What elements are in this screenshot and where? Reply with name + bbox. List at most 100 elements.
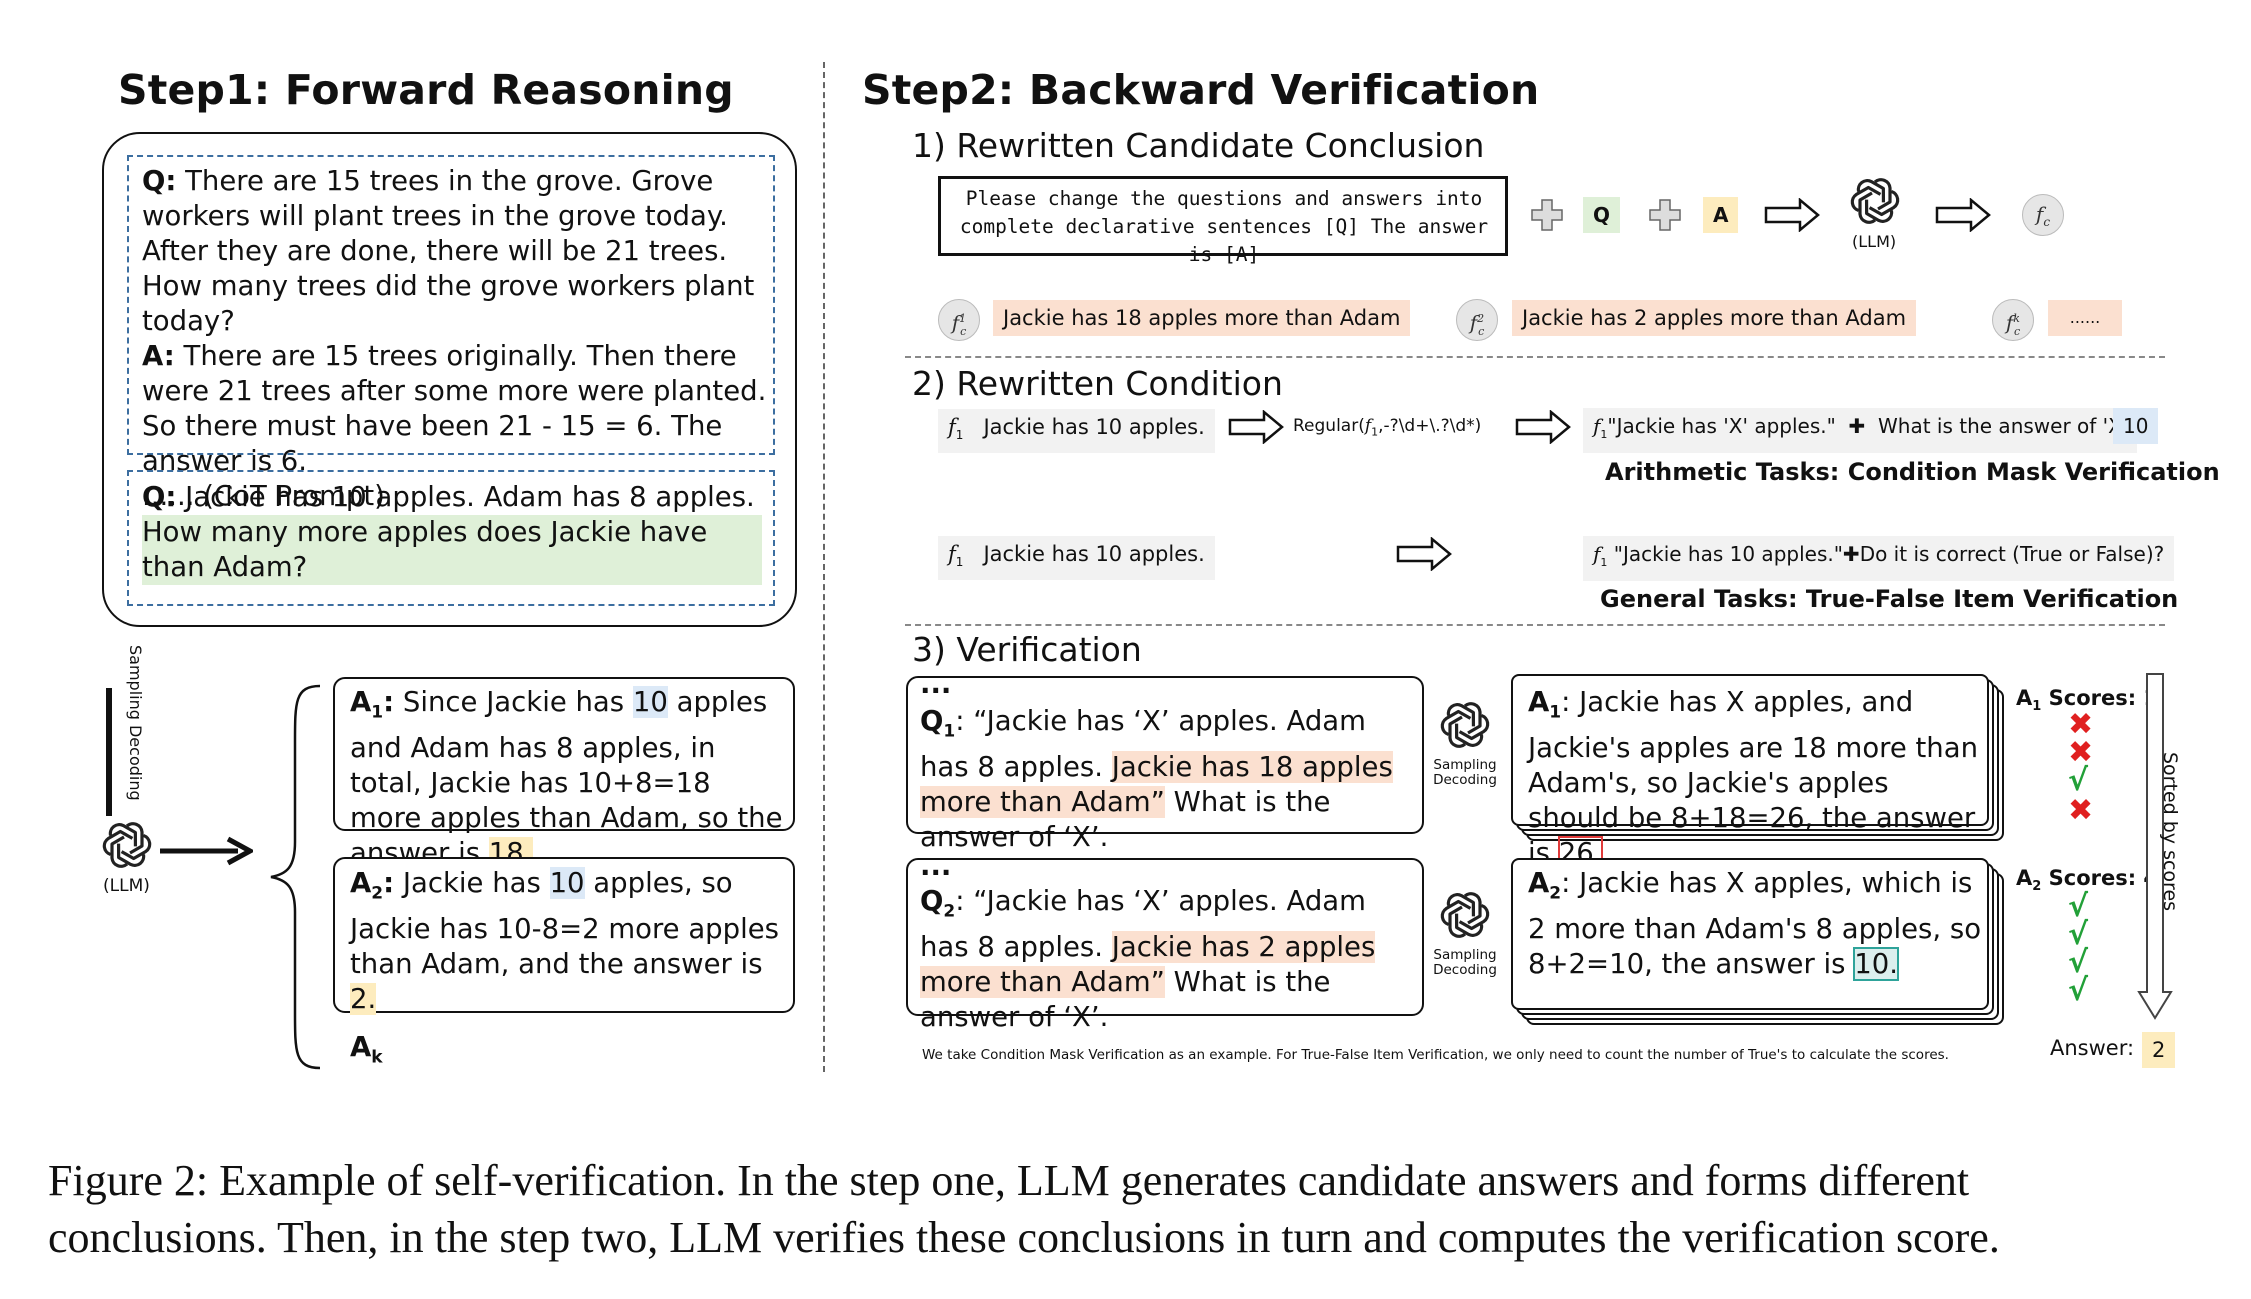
a-tag: A	[1703, 197, 1739, 233]
fck-symbol-icon: fkc	[1992, 299, 2034, 341]
step2-title: Step2: Backward Verification	[862, 66, 1540, 114]
answer2-label: A	[350, 867, 372, 899]
r2-answer: 10.	[1853, 946, 1899, 981]
cot-prompt-text: Q: There are 15 trees in the grove. Grov…	[142, 164, 772, 514]
hollow-arrow-icon	[1515, 410, 1571, 444]
cot-prompt-box	[127, 155, 775, 455]
verify-r1-text: A1: Jackie has X apples, and Jackie's ap…	[1528, 686, 1979, 870]
arith-masked-condition: f1"Jackie has 'X' apples." ✚ What is the…	[1583, 408, 2138, 453]
llm-logo-icon	[1440, 700, 1490, 750]
question-ask: How many more apples does Jackie have th…	[142, 515, 762, 585]
score1-label: A1 Scores: 1	[2016, 686, 2159, 715]
prompt-note: ...... (CoT Prompt)	[142, 480, 385, 512]
verify-q1-ellipsis: ...	[920, 668, 952, 700]
check-icon: √	[2068, 917, 2089, 952]
arrow-right-icon	[160, 836, 253, 866]
llm-logo-icon	[102, 820, 152, 870]
final-answer-label: Answer:	[2050, 1036, 2135, 1060]
conclusion-1: Jackie has 18 apples more than Adam	[993, 300, 1411, 336]
caption-line1: Figure 2: Example of self-verification. …	[48, 1156, 1970, 1205]
section1-title: 1) Rewritten Candidate Conclusion	[912, 126, 1485, 165]
answer2-part2: apples, so Jackie has 10-8=2 more apples…	[350, 867, 779, 980]
cross-icon: ✖	[2068, 707, 2094, 742]
arith-answer: 10	[2113, 408, 2159, 444]
figure-caption: Figure 2: Example of self-verification. …	[48, 1152, 2000, 1266]
cross-icon: ✖	[2068, 793, 2094, 828]
instruction-line1: Please change the questions and answers …	[965, 187, 1483, 210]
answer1-text: A1: Since Jackie has 10 apples and Adam …	[350, 686, 783, 869]
general-condition: f1 "Jackie has 10 apples."✚Do it is corr…	[1583, 536, 2175, 581]
step1-title: Step1: Forward Reasoning	[118, 66, 734, 114]
general-task-label: General Tasks: True-False Item Verificat…	[1600, 585, 2179, 613]
instruction-box	[938, 176, 1508, 256]
hollow-arrow-icon	[1935, 198, 1991, 232]
section3-title: 3) Verification	[912, 630, 1142, 669]
sorted-by-scores-label: Sorted by scores	[2159, 752, 2181, 912]
q-tag: Q	[1583, 197, 1621, 233]
answer1-part1: Since Jackie has	[402, 686, 633, 718]
answer-k-label: Ak	[350, 1030, 383, 1076]
check-icon: √	[2068, 763, 2089, 798]
verify-r2-text: A2: Jackie has X apples, which is 2 more…	[1528, 867, 1982, 981]
question-condition: Jackie has 10 apples. Adam has 8 apples.	[185, 481, 755, 513]
section-divider-1	[905, 356, 2165, 358]
fc1-symbol-icon: f1c	[938, 299, 980, 341]
answer2-part1: Jackie has	[402, 867, 550, 899]
question-text: Q: Jackie has 10 apples. Adam has 8 appl…	[142, 480, 772, 585]
instruction-text: Please change the questions and answers …	[948, 185, 1500, 269]
llm-label: (LLM)	[103, 876, 150, 896]
check-icon: √	[2068, 945, 2089, 980]
hollow-arrow-icon	[1228, 410, 1284, 444]
sampling-bar	[106, 688, 112, 816]
prompt-a-text: There are 15 trees originally. Then ther…	[142, 340, 767, 477]
prompt-q-label: Q:	[142, 165, 177, 197]
final-answer-value: 2	[2142, 1032, 2176, 1068]
verify-q1-text: Q1: “Jackie has ‘X’ apples. Adam has 8 a…	[920, 705, 1393, 853]
answer-k-letter: A	[350, 1031, 372, 1063]
answer1-label: A	[350, 686, 372, 718]
condition-f1-general: f1 Jackie has 10 apples.	[938, 536, 1215, 581]
conclusion-2: Jackie has 2 apples more than Adam	[1512, 300, 1917, 336]
section2-title: 2) Rewritten Condition	[912, 364, 1283, 403]
hollow-arrow-icon	[1396, 537, 1452, 571]
brace-icon	[270, 684, 321, 1070]
answer1-part2: apples and Adam has 8 apples, in total, …	[350, 686, 783, 869]
llm-label-step2: (LLM)	[1852, 232, 1897, 251]
caption-line2: conclusions. Then, in the step two, LLM …	[48, 1213, 2000, 1262]
section-divider-2	[905, 624, 2165, 626]
conclusion-k: ......	[2048, 300, 2122, 336]
answer1-sub: 1	[371, 702, 384, 723]
llm-logo-icon	[1440, 890, 1490, 940]
step-separator	[823, 62, 825, 1072]
verify-q2-ellipsis: ...	[920, 850, 952, 882]
verify-r2-box	[1511, 858, 1989, 1010]
fc2-symbol-icon: f2c	[1456, 299, 1498, 341]
prompt-a-label: A:	[142, 340, 175, 372]
hollow-arrow-icon	[1764, 198, 1820, 232]
cross-icon: ✖	[2068, 735, 2094, 770]
answer1-box	[333, 677, 795, 831]
verify-r1-box	[1511, 674, 1989, 826]
answer2-sub: 2	[371, 883, 384, 904]
check-icon: √	[2068, 889, 2089, 924]
regular-expression: Regular(f1,-?\d+\.?\d*)	[1293, 416, 1482, 439]
fc-symbol-icon: fc	[2022, 194, 2064, 236]
sampling-decoding-label-2: Sampling Decoding	[1433, 947, 1497, 978]
prompt-q-text: There are 15 trees in the grove. Grove w…	[142, 165, 755, 337]
answer-k-sub: k	[371, 1047, 383, 1068]
answer1-number-highlight: 10	[632, 686, 668, 718]
sorted-arrow-icon	[2137, 673, 2173, 1020]
check-icon: √	[2068, 973, 2089, 1008]
llm-logo-icon	[1850, 176, 1900, 226]
verify-q2-text: Q2: “Jackie has ‘X’ apples. Adam has 8 a…	[920, 885, 1376, 1033]
question-label: Q:	[142, 481, 177, 513]
answer2-result-highlight: 2.	[350, 982, 377, 1015]
arith-task-label: Arithmetic Tasks: Condition Mask Verific…	[1605, 458, 2220, 486]
plus-icon	[1531, 199, 1563, 231]
answer2-text: A2: Jackie has 10 apples, so Jackie has …	[350, 867, 779, 1015]
score2-label: A2 Scores: 4	[2016, 866, 2159, 895]
plus-icon	[1649, 199, 1681, 231]
instruction-line2: complete declarative sentences [Q] The a…	[959, 215, 1489, 266]
sampling-decoding-label-1: Sampling Decoding	[1433, 757, 1497, 788]
condition-f1-arith: f1 Jackie has 10 apples.	[938, 409, 1215, 454]
